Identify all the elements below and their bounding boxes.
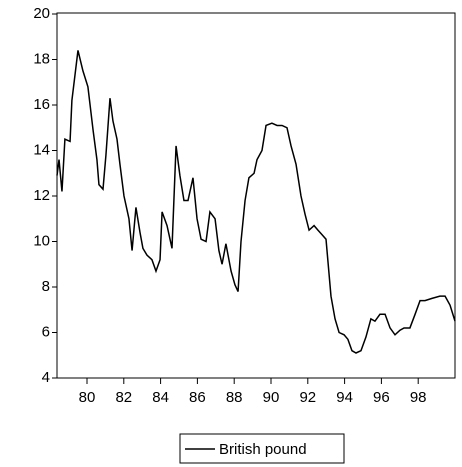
x-tick-label: 92: [299, 389, 316, 406]
x-tick-label: 86: [189, 389, 206, 406]
legend-label: British pound: [219, 441, 307, 458]
y-tick-label: 10: [33, 232, 50, 249]
x-tick-label: 98: [410, 389, 427, 406]
y-tick-label: 14: [33, 141, 50, 158]
x-tick-label: 90: [263, 389, 280, 406]
y-tick-label: 6: [42, 323, 50, 340]
x-tick-label: 96: [373, 389, 390, 406]
x-tick-label: 88: [226, 389, 243, 406]
x-tick-label: 94: [336, 389, 353, 406]
y-tick-label: 8: [42, 278, 50, 295]
y-tick-label: 18: [33, 50, 50, 67]
series-line: [56, 50, 456, 354]
y-tick-label: 4: [42, 369, 50, 386]
y-tick-label: 12: [33, 187, 50, 204]
legend-box: [179, 433, 345, 464]
plot-frame: [56, 12, 456, 379]
x-tick-label: 80: [79, 389, 96, 406]
x-tick-label: 84: [152, 389, 169, 406]
y-tick-label: 20: [33, 5, 50, 22]
x-tick-label: 82: [115, 389, 132, 406]
y-tick-label: 16: [33, 96, 50, 113]
